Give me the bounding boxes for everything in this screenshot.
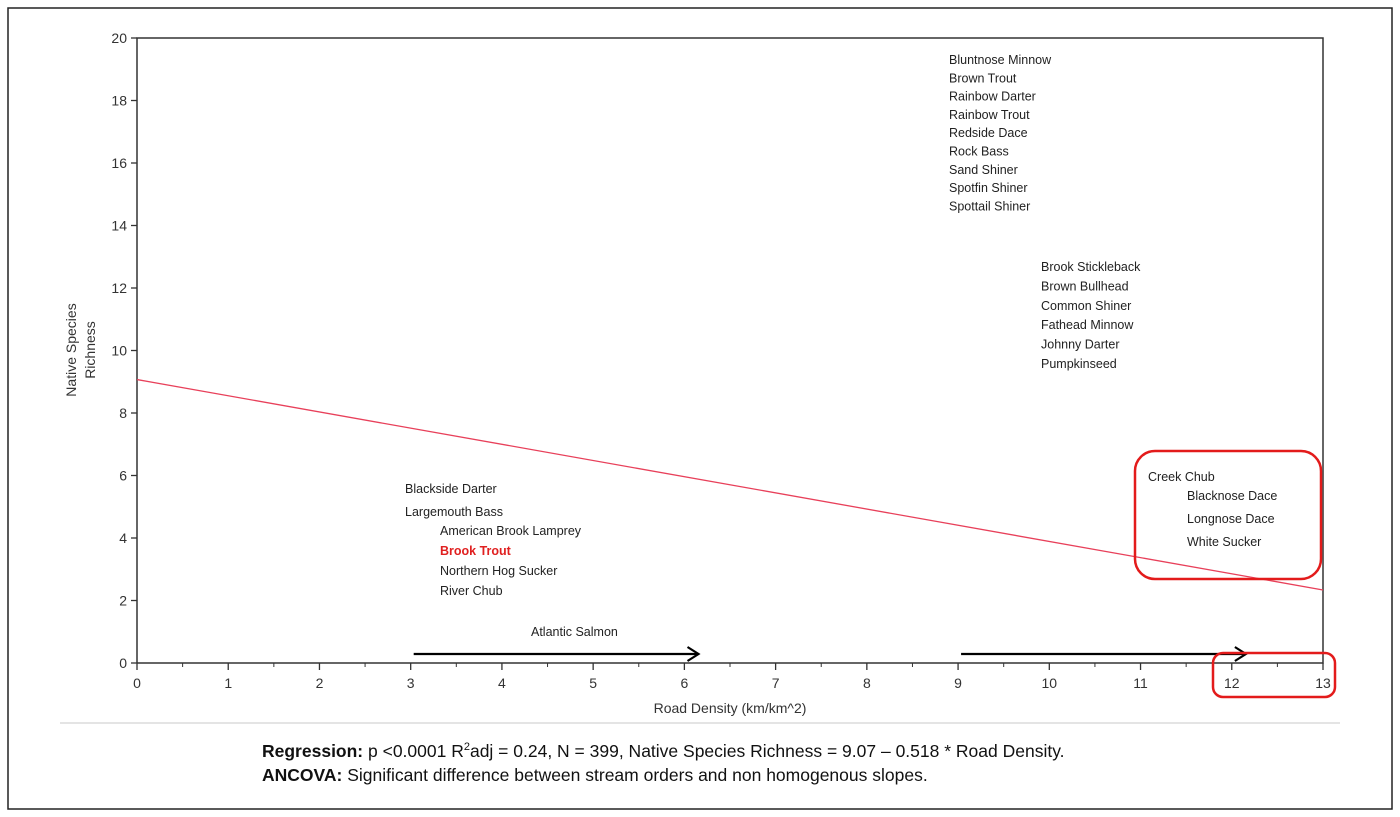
y-tick-label: 4 <box>119 530 127 546</box>
regression-text: p <0.0001 R <box>363 741 464 761</box>
species-label: Brook Stickleback <box>1041 260 1141 274</box>
x-tick-label: 6 <box>680 675 688 691</box>
species-label: Brook Trout <box>440 544 512 558</box>
species-label: Creek Chub <box>1148 470 1215 484</box>
x-tick-label: 13 <box>1315 675 1331 691</box>
y-tick-label: 14 <box>111 218 127 234</box>
species-label: Johnny Darter <box>1041 338 1120 352</box>
x-tick-label: 0 <box>133 675 141 691</box>
species-label: Rainbow Darter <box>949 90 1036 104</box>
highlight-box-axis <box>1211 651 1337 699</box>
species-label: Pumpkinseed <box>1041 357 1117 371</box>
arrow-head-icon <box>686 646 701 662</box>
x-axis-label: Road Density (km/km^2) <box>654 700 807 716</box>
species-label: Rainbow Trout <box>949 108 1030 122</box>
species-label: Blackside Darter <box>405 482 497 496</box>
species-label: Redside Dace <box>949 126 1028 140</box>
ancova-text: Significant difference between stream or… <box>342 765 928 785</box>
x-tick-label: 5 <box>589 675 597 691</box>
species-label: Spottail Shiner <box>949 199 1030 213</box>
y-axis-label: Native Species <box>63 303 79 396</box>
regression-label: Regression: <box>262 741 364 761</box>
caption-regression: Regression: p <0.0001 R2adj = 0.24, N = … <box>262 741 1065 762</box>
outer-border <box>7 7 1393 810</box>
highlight-box-species <box>1133 449 1323 581</box>
species-label: Sand Shiner <box>949 163 1018 177</box>
x-tick-label: 9 <box>954 675 962 691</box>
x-tick-label: 11 <box>1133 675 1148 691</box>
y-axis-label: Richness <box>82 321 98 379</box>
species-label: River Chub <box>440 584 503 598</box>
species-label: Spotfin Shiner <box>949 181 1028 195</box>
y-tick-label: 16 <box>111 155 127 171</box>
x-tick-label: 1 <box>224 675 232 691</box>
y-tick-label: 20 <box>111 30 127 46</box>
x-tick-label: 2 <box>316 675 324 691</box>
regression-line <box>136 378 1324 591</box>
caption-ancova: ANCOVA: Significant difference between s… <box>262 765 928 786</box>
x-tick-label: 10 <box>1042 675 1058 691</box>
x-tick-label: 8 <box>863 675 871 691</box>
species-label: Longnose Dace <box>1187 512 1275 526</box>
x-tick-label: 7 <box>772 675 780 691</box>
plot-frame <box>136 37 1324 664</box>
species-label: Blacknose Dace <box>1187 489 1277 503</box>
y-tick-label: 12 <box>111 280 127 296</box>
regression-sup: 2 <box>463 741 470 754</box>
y-tick-label: 18 <box>111 93 127 109</box>
species-label: Common Shiner <box>1041 299 1131 313</box>
species-label: Northern Hog Sucker <box>440 564 557 578</box>
species-label: Atlantic Salmon <box>531 625 618 639</box>
species-label: Bluntnose Minnow <box>949 53 1052 67</box>
regression-text-2: adj = 0.24, N = 399, Native Species Rich… <box>469 741 1065 761</box>
species-label: Brown Bullhead <box>1041 279 1129 293</box>
y-tick-label: 8 <box>119 405 127 421</box>
y-tick-label: 2 <box>119 593 127 609</box>
species-label: White Sucker <box>1187 535 1261 549</box>
x-tick-label: 3 <box>407 675 415 691</box>
species-label: Fathead Minnow <box>1041 318 1134 332</box>
species-label: Largemouth Bass <box>405 505 503 519</box>
ancova-label: ANCOVA: <box>262 765 343 785</box>
species-label: Brown Trout <box>949 71 1017 85</box>
y-tick-label: 10 <box>111 343 127 359</box>
y-tick-label: 6 <box>119 468 127 484</box>
y-tick-label: 0 <box>119 655 127 671</box>
x-tick-label: 12 <box>1224 675 1240 691</box>
species-label: American Brook Lamprey <box>440 524 582 538</box>
x-tick-label: 4 <box>498 675 506 691</box>
species-label: Rock Bass <box>949 145 1009 159</box>
